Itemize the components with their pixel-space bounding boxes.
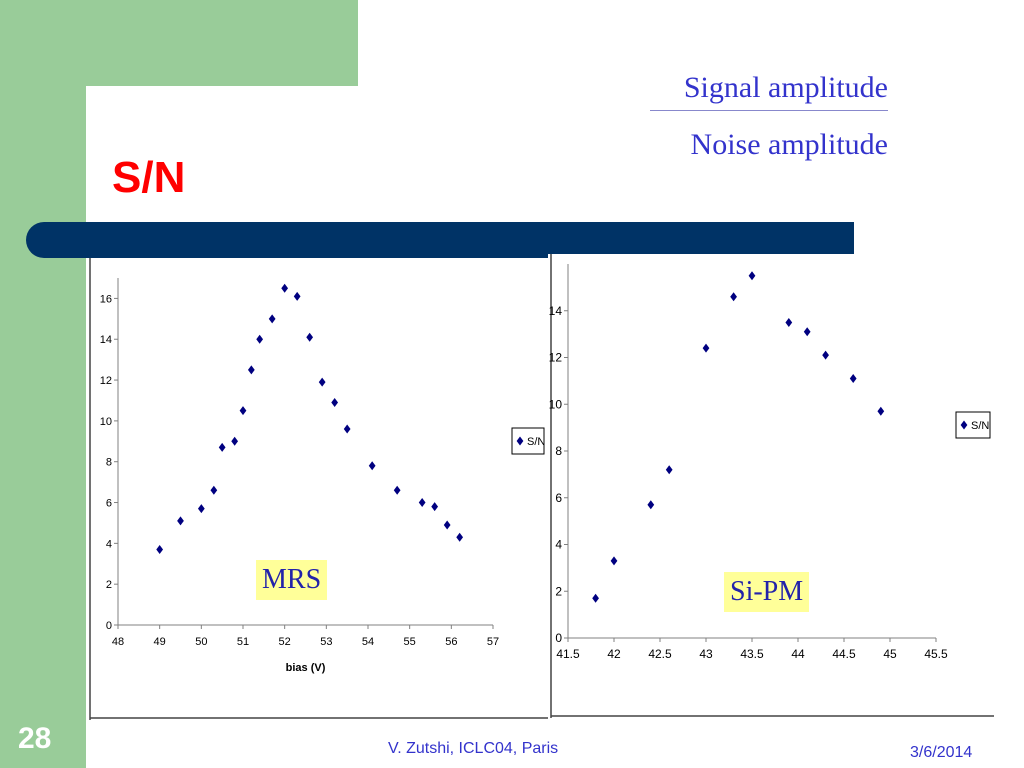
data-point xyxy=(456,532,464,542)
chart-legend: S/N xyxy=(955,411,991,439)
legend-marker xyxy=(960,420,968,430)
x-tick-label: 54 xyxy=(362,636,374,648)
x-tick-label: 48 xyxy=(112,636,124,648)
data-point xyxy=(418,498,426,508)
x-tick-label: 53 xyxy=(320,636,332,648)
data-point xyxy=(247,365,255,375)
data-point xyxy=(730,292,737,302)
chart-background xyxy=(548,254,994,718)
x-tick-label: 41.5 xyxy=(556,647,580,661)
mrs-chart: 0 2 4 6 8 10 12 14 16 48 49 50 51 52 53 54 55 56 57 bias (V… xyxy=(88,258,548,720)
data-point xyxy=(343,424,351,434)
sipm-chart: 0 2 4 6 8 10 12 14 41.5 42 42.5 43 43.5 44 44.5 45 45.5 S… xyxy=(548,254,994,718)
x-tick-label: 42 xyxy=(607,647,621,661)
x-tick-label: 44.5 xyxy=(832,647,856,661)
y-tick-label: 4 xyxy=(555,538,562,552)
legend-marker xyxy=(516,436,524,446)
chart-legend: S/N xyxy=(511,427,545,455)
data-point xyxy=(610,556,618,566)
legend-label: S/N xyxy=(971,420,989,432)
x-tick-label: 49 xyxy=(154,636,166,648)
slide-title: S/N xyxy=(112,153,186,202)
y-tick-label: 12 xyxy=(549,351,563,365)
x-tick-label: 45 xyxy=(883,647,897,661)
y-tick-label: 10 xyxy=(549,397,563,411)
data-point xyxy=(293,291,301,301)
chart-background xyxy=(88,258,548,720)
data-point xyxy=(268,314,276,324)
y-tick-label: 12 xyxy=(100,375,112,387)
y-tick-label: 2 xyxy=(106,579,112,591)
data-point xyxy=(318,377,326,387)
x-tick-label: 57 xyxy=(487,636,499,648)
x-tick-label: 52 xyxy=(279,636,291,648)
x-tick-label: 50 xyxy=(195,636,207,648)
data-point xyxy=(748,271,756,281)
data-point xyxy=(156,544,164,554)
y-tick-label: 8 xyxy=(106,457,112,469)
data-point xyxy=(822,350,829,360)
x-tick-label: 44 xyxy=(791,647,805,661)
data-point xyxy=(239,406,247,416)
data-point xyxy=(231,436,239,446)
data-point xyxy=(443,520,451,530)
y-tick-label: 0 xyxy=(555,631,562,645)
y-tick-label: 0 xyxy=(106,620,112,632)
formula-denominator: Noise amplitude xyxy=(690,128,888,161)
data-point xyxy=(306,332,314,342)
x-tick-label: 55 xyxy=(404,636,416,648)
slide-number: 28 xyxy=(18,722,52,755)
y-tick-label: 6 xyxy=(555,491,562,505)
sn-formula: Signal amplitude Noise amplitude xyxy=(650,68,888,165)
footer-author: V. Zutshi, ICLC04, Paris xyxy=(388,740,559,757)
y-tick-label: 10 xyxy=(100,416,112,428)
sipm-label: Si-PM xyxy=(724,572,810,612)
data-point xyxy=(218,442,226,452)
data-point xyxy=(803,327,811,337)
data-point xyxy=(210,485,218,495)
x-tick-label: 43 xyxy=(699,647,713,661)
title-divider-bar xyxy=(26,222,854,258)
data-point xyxy=(368,461,376,471)
data-point xyxy=(331,398,339,408)
y-tick-label: 14 xyxy=(549,304,563,318)
formula-numerator: Signal amplitude xyxy=(650,68,888,111)
data-point xyxy=(702,343,710,353)
x-tick-label: 43.5 xyxy=(740,647,764,661)
sipm-chart-svg: 0 2 4 6 8 10 12 14 41.5 42 42.5 43 43.5 44 44.5 45 45.5 S… xyxy=(548,254,994,718)
data-point xyxy=(431,502,439,512)
data-point xyxy=(256,334,264,344)
y-tick-label: 14 xyxy=(100,334,112,346)
data-point xyxy=(393,485,401,495)
data-point xyxy=(849,374,857,384)
data-point xyxy=(281,283,289,293)
data-point xyxy=(647,500,655,510)
green-top-panel xyxy=(0,0,358,86)
x-tick-label: 51 xyxy=(237,636,249,648)
data-point xyxy=(785,317,793,327)
green-side-panel xyxy=(0,0,86,768)
x-axis-title: bias (V) xyxy=(286,662,326,674)
y-tick-label: 6 xyxy=(106,498,112,510)
data-point xyxy=(665,465,673,475)
y-tick-label: 8 xyxy=(555,444,562,458)
y-tick-label: 2 xyxy=(555,584,562,598)
footer-date: 3/6/2014 xyxy=(910,744,973,761)
y-tick-label: 16 xyxy=(100,293,112,305)
x-tick-label: 56 xyxy=(445,636,457,648)
data-point xyxy=(877,406,885,416)
data-point xyxy=(197,504,205,514)
x-tick-label: 42.5 xyxy=(648,647,672,661)
data-point xyxy=(592,593,599,603)
mrs-label: MRS xyxy=(256,560,328,600)
x-tick-label: 45.5 xyxy=(924,647,948,661)
data-point xyxy=(177,516,184,526)
mrs-chart-svg: 0 2 4 6 8 10 12 14 16 48 49 50 51 52 53 54 55 56 57 bias (V… xyxy=(88,258,548,720)
y-tick-label: 4 xyxy=(106,538,112,550)
legend-label: S/N xyxy=(527,436,545,448)
